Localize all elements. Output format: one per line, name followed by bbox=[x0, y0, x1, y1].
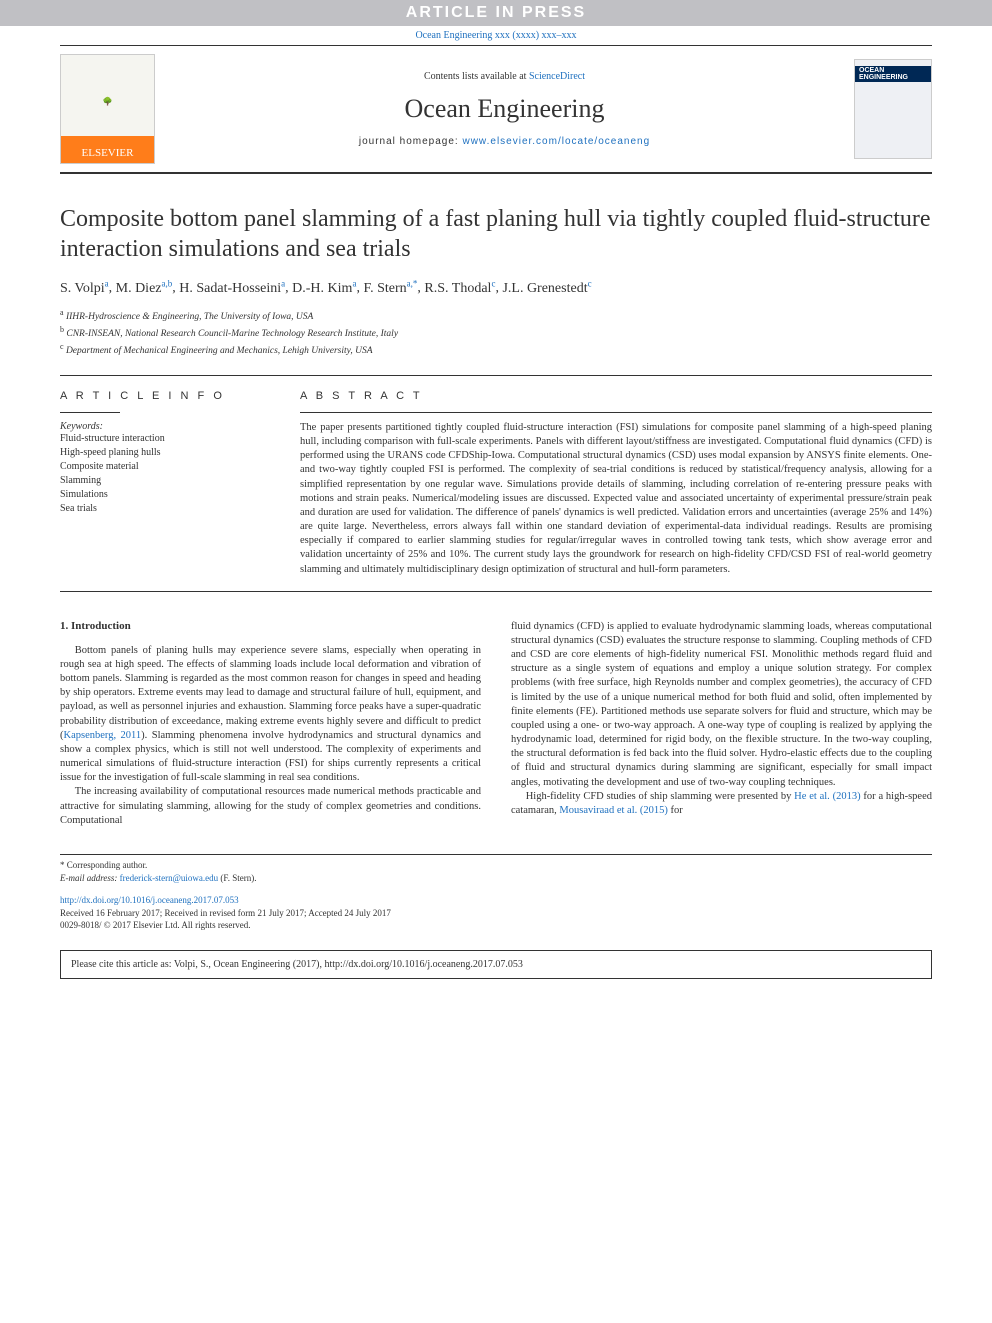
divider-bottom bbox=[60, 591, 932, 592]
intro-body-left: Bottom panels of planing hulls may exper… bbox=[60, 644, 481, 828]
journal-header: 🌳 ELSEVIER Contents lists available at S… bbox=[60, 45, 932, 174]
journal-name: Ocean Engineering bbox=[155, 94, 854, 124]
keyword-5: Sea trials bbox=[60, 502, 270, 516]
author-4: F. Sterna,* bbox=[363, 281, 417, 296]
elsevier-label: ELSEVIER bbox=[82, 147, 134, 159]
affiliation-b: b CNR-INSEAN, National Research Council-… bbox=[60, 324, 932, 341]
header-center: Contents lists available at ScienceDirec… bbox=[155, 71, 854, 147]
author-5: R.S. Thodalc bbox=[424, 281, 495, 296]
author-6: J.L. Grenestedtc bbox=[502, 281, 591, 296]
footer-top: * Corresponding author. E-mail address: … bbox=[60, 854, 932, 884]
cite-kapsenberg[interactable]: Kapsenberg, 2011 bbox=[64, 730, 142, 741]
right-column: fluid dynamics (CFD) is applied to evalu… bbox=[511, 620, 932, 828]
elsevier-tree-icon: 🌳 bbox=[103, 55, 113, 147]
article-in-press-banner: ARTICLE IN PRESS bbox=[0, 0, 992, 26]
abstract-column: A B S T R A C T The paper presents parti… bbox=[300, 390, 932, 577]
article-info-column: A R T I C L E I N F O Keywords: Fluid-st… bbox=[60, 390, 270, 577]
copyright-line: 0029-8018/ © 2017 Elsevier Ltd. All righ… bbox=[60, 919, 932, 932]
received-line: Received 16 February 2017; Received in r… bbox=[60, 907, 932, 920]
author-2: H. Sadat-Hosseinia bbox=[179, 281, 285, 296]
author-0: S. Volpia bbox=[60, 281, 109, 296]
email-link[interactable]: frederick-stern@uiowa.edu bbox=[120, 873, 219, 883]
abstract-text: The paper presents partitioned tightly c… bbox=[300, 421, 932, 577]
keyword-4: Simulations bbox=[60, 488, 270, 502]
homepage-link[interactable]: www.elsevier.com/locate/oceaneng bbox=[462, 136, 650, 147]
keywords-list: Fluid-structure interaction High-speed p… bbox=[60, 432, 270, 516]
footer: * Corresponding author. E-mail address: … bbox=[60, 848, 932, 932]
cite-he[interactable]: He et al. (2013) bbox=[794, 791, 860, 802]
elsevier-logo: 🌳 ELSEVIER bbox=[60, 54, 155, 164]
article-title: Composite bottom panel slamming of a fas… bbox=[60, 204, 932, 264]
left-column: 1. Introduction Bottom panels of planing… bbox=[60, 620, 481, 828]
main-content: Composite bottom panel slamming of a fas… bbox=[0, 174, 992, 848]
author-1: M. Dieza,b bbox=[116, 281, 173, 296]
cite-mousaviraad[interactable]: Mousaviraad et al. (2015) bbox=[559, 805, 667, 816]
keywords-label: Keywords: bbox=[60, 421, 270, 432]
keyword-2: Composite material bbox=[60, 460, 270, 474]
introduction-header: 1. Introduction bbox=[60, 620, 481, 632]
info-divider bbox=[60, 412, 120, 413]
author-3: D.-H. Kima bbox=[292, 281, 356, 296]
affiliation-a: a IIHR-Hydroscience & Engineering, The U… bbox=[60, 307, 932, 324]
keyword-1: High-speed planing hulls bbox=[60, 446, 270, 460]
body-two-column: 1. Introduction Bottom panels of planing… bbox=[60, 620, 932, 828]
corresponding-author: * Corresponding author. bbox=[60, 859, 932, 872]
journal-cover-label: OCEAN ENGINEERING bbox=[855, 66, 931, 82]
doi-link[interactable]: http://dx.doi.org/10.1016/j.oceaneng.201… bbox=[60, 895, 239, 905]
intro-p2: The increasing availability of computati… bbox=[60, 785, 481, 828]
intro-body-right: fluid dynamics (CFD) is applied to evalu… bbox=[511, 620, 932, 818]
article-info-header: A R T I C L E I N F O bbox=[60, 390, 270, 402]
keyword-3: Slamming bbox=[60, 474, 270, 488]
cite-this-article-box: Please cite this article as: Volpi, S., … bbox=[60, 950, 932, 979]
info-abstract-row: A R T I C L E I N F O Keywords: Fluid-st… bbox=[60, 376, 932, 591]
homepage-line: journal homepage: www.elsevier.com/locat… bbox=[155, 136, 854, 147]
affiliation-c: c Department of Mechanical Engineering a… bbox=[60, 341, 932, 358]
intro-right-p2: High-fidelity CFD studies of ship slammi… bbox=[511, 790, 932, 818]
abstract-divider bbox=[300, 412, 932, 413]
journal-cover: OCEAN ENGINEERING bbox=[854, 59, 932, 159]
intro-p1: Bottom panels of planing hulls may exper… bbox=[60, 644, 481, 786]
sciencedirect-link[interactable]: ScienceDirect bbox=[529, 71, 585, 82]
email-line: E-mail address: frederick-stern@uiowa.ed… bbox=[60, 872, 932, 885]
contents-available-line: Contents lists available at ScienceDirec… bbox=[155, 71, 854, 82]
homepage-label: journal homepage: bbox=[359, 136, 463, 147]
abstract-header: A B S T R A C T bbox=[300, 390, 932, 402]
contents-text: Contents lists available at bbox=[424, 71, 529, 82]
keyword-0: Fluid-structure interaction bbox=[60, 432, 270, 446]
top-reference: Ocean Engineering xxx (xxxx) xxx–xxx bbox=[0, 26, 992, 45]
authors-line: S. Volpia, M. Dieza,b, H. Sadat-Hosseini… bbox=[60, 278, 932, 297]
affiliations: a IIHR-Hydroscience & Engineering, The U… bbox=[60, 307, 932, 359]
intro-right-p1: fluid dynamics (CFD) is applied to evalu… bbox=[511, 620, 932, 790]
